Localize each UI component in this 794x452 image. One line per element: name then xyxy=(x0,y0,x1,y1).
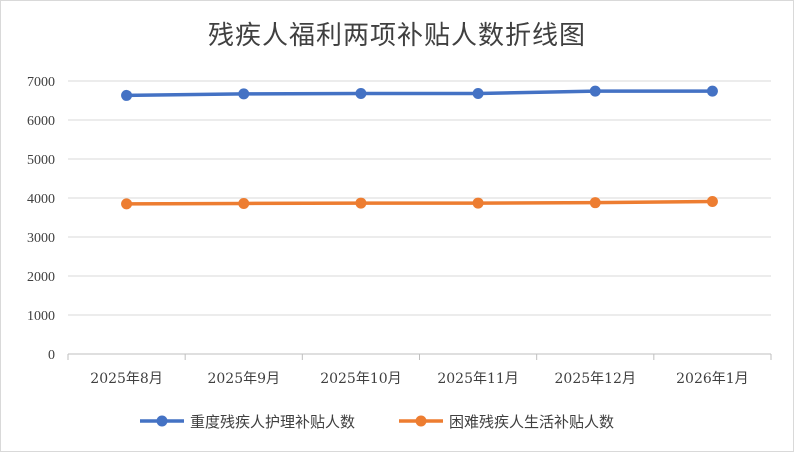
y-tick-label: 4000 xyxy=(27,192,55,207)
data-point xyxy=(472,197,484,209)
series-line xyxy=(126,199,713,206)
data-point xyxy=(706,196,718,208)
legend-label: 重度残疾人护理补贴人数 xyxy=(190,413,355,431)
x-tick-label: 2025年10月 xyxy=(320,371,401,387)
y-tick-label: 0 xyxy=(48,348,55,363)
data-point xyxy=(121,198,133,210)
x-tick-label: 2025年8月 xyxy=(90,371,163,387)
series-2 xyxy=(121,196,718,210)
data-point xyxy=(238,197,250,209)
data-point xyxy=(589,85,601,97)
chart-title: 残疾人福利两项补贴人数折线图 xyxy=(207,21,586,51)
data-point xyxy=(355,197,367,209)
series-layer xyxy=(121,85,718,210)
series-1 xyxy=(121,85,718,101)
data-point xyxy=(238,88,250,100)
y-axis: 0 1000 2000 3000 4000 5000 6000 7000 xyxy=(27,75,55,363)
y-tick-label: 7000 xyxy=(27,75,55,90)
x-tick-label: 2026年1月 xyxy=(676,371,749,387)
y-tick-label: 2000 xyxy=(27,270,55,285)
data-point xyxy=(121,89,133,101)
y-tick-label: 1000 xyxy=(27,309,55,324)
x-axis: 2025年8月 2025年9月 2025年10月 2025年11月 2025年12月 20… xyxy=(67,353,772,387)
legend: 重度残疾人护理补贴人数 困难残疾人生活补贴人数 xyxy=(140,413,614,431)
y-tick-label: 6000 xyxy=(27,114,55,129)
series-line xyxy=(126,89,713,98)
x-tick-label: 2025年11月 xyxy=(437,371,518,387)
legend-label: 困难残疾人生活补贴人数 xyxy=(449,413,614,431)
x-tick-label: 2025年12月 xyxy=(555,371,636,387)
gridlines xyxy=(68,80,771,316)
data-point xyxy=(472,87,484,99)
data-point xyxy=(355,87,367,99)
legend-marker xyxy=(156,415,168,427)
data-point xyxy=(589,197,601,209)
x-tick-label: 2025年9月 xyxy=(207,371,280,387)
legend-marker xyxy=(415,415,427,427)
data-point xyxy=(706,85,718,97)
y-tick-label: 5000 xyxy=(27,153,55,168)
y-tick-label: 3000 xyxy=(27,231,55,246)
